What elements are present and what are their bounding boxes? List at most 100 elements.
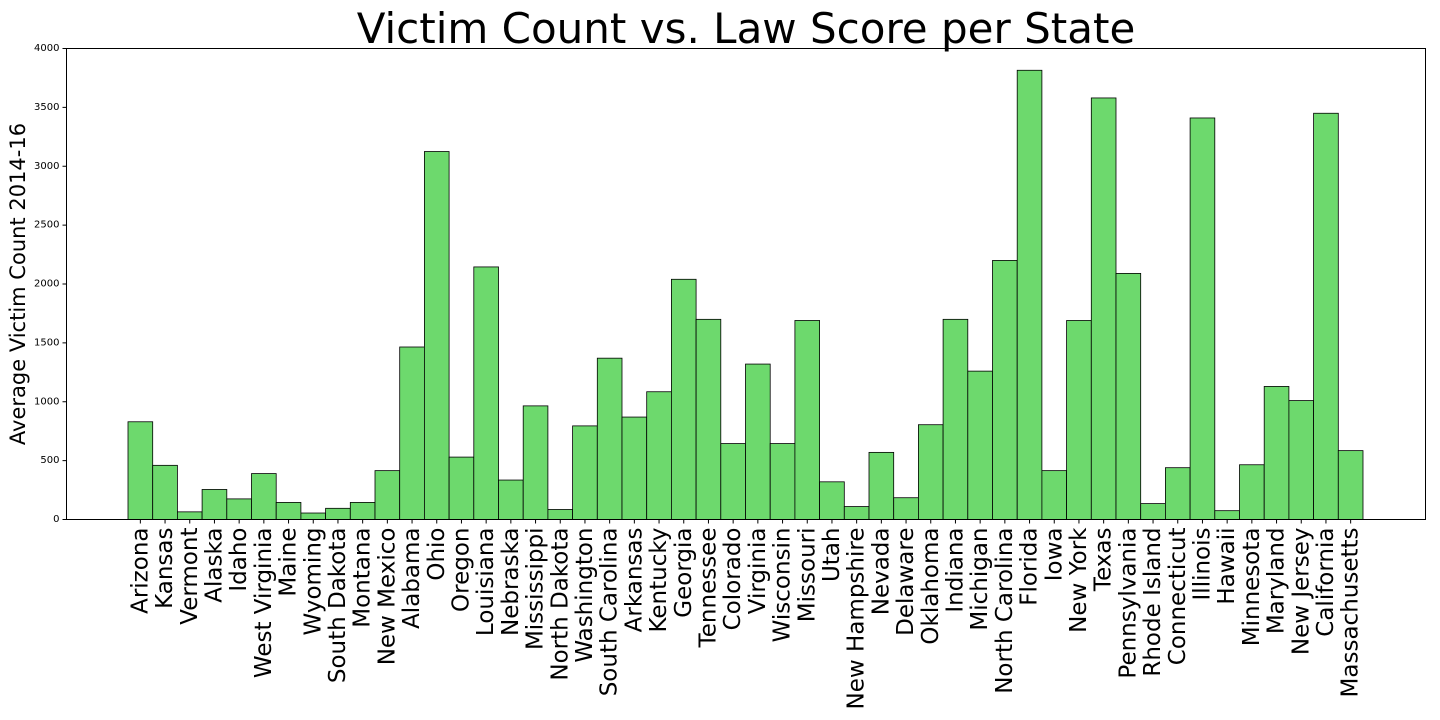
bar-indiana <box>942 318 969 520</box>
bar-maine <box>275 502 302 520</box>
x-tick-label: Utah <box>819 528 845 583</box>
y-tick-label: 3500 <box>34 102 59 113</box>
bar-oklahoma <box>918 424 944 520</box>
bar-massachusetts <box>1337 450 1364 520</box>
y-tick-label: 500 <box>40 455 59 466</box>
bar-new-mexico <box>374 470 401 520</box>
x-tick-label: Delaware <box>893 528 919 636</box>
x-tick-label: Georgia <box>671 528 697 618</box>
x-tick-label: Mississippi <box>523 528 549 651</box>
x-tick-label: Florida <box>1017 528 1043 606</box>
bar-south-carolina <box>596 357 623 520</box>
x-tick-label: New Mexico <box>374 528 400 666</box>
bar-delaware <box>893 497 919 520</box>
bar-michigan <box>967 370 993 520</box>
bar-georgia <box>671 278 697 520</box>
bar-california <box>1313 112 1339 520</box>
x-tick-label: Virginia <box>745 528 771 615</box>
x-tick-label: Texas <box>1091 528 1117 593</box>
x-tick-label: Tennessee <box>695 528 721 649</box>
chart-title: Victim Count vs. Law Score per State <box>357 4 1136 53</box>
x-tick-label: Rhode Island <box>1140 528 1166 677</box>
bar-rhode-island <box>1140 503 1166 520</box>
bar-wyoming <box>300 512 326 520</box>
bar-mississippi <box>522 405 549 520</box>
x-tick-label: South Dakota <box>325 528 351 684</box>
bar-tennessee <box>695 318 722 520</box>
bar-alaska <box>201 489 228 520</box>
bar-kentucky <box>646 391 672 520</box>
y-axis: 0 500 1000 1500 2000 2500 3000 3500 4000 <box>34 43 67 525</box>
x-tick-label: Minnesota <box>1239 528 1265 647</box>
x-tick-label: Idaho <box>226 528 252 592</box>
y-tick-label: 4000 <box>34 43 59 54</box>
bar-utah <box>819 481 845 520</box>
bar-florida <box>1016 69 1043 520</box>
x-tick-label: Vermont <box>177 528 203 625</box>
bar-vermont <box>176 511 203 520</box>
x-tick-label: Wyoming <box>300 528 326 636</box>
bar-north-dakota <box>547 509 574 520</box>
x-tick-label: North Carolina <box>992 528 1018 694</box>
plot-frame <box>66 48 1426 520</box>
bar-oregon <box>448 456 475 520</box>
bar-illinois <box>1189 117 1216 520</box>
x-tick-label: North Dakota <box>547 528 573 681</box>
y-tick-label: 1000 <box>34 396 59 407</box>
y-tick-label: 2500 <box>34 220 59 231</box>
x-tick-label: Nevada <box>868 528 894 616</box>
x-tick-label: New York <box>1066 527 1092 633</box>
bar-minnesota <box>1239 464 1265 520</box>
bar-south-dakota <box>325 507 351 520</box>
bar-wisconsin <box>769 443 796 520</box>
bar-missouri <box>794 320 821 520</box>
x-tick-label: Indiana <box>942 528 968 613</box>
x-tick-label: Illinois <box>1189 528 1215 601</box>
x-tick-label: Arkansas <box>621 528 647 633</box>
bar-new-york <box>1066 320 1092 520</box>
x-tick-label: Maryland <box>1264 528 1290 635</box>
x-tick-label: Oregon <box>448 528 474 612</box>
bar-west-virginia <box>251 473 277 520</box>
bar-north-carolina <box>992 260 1018 520</box>
bar-iowa <box>1041 470 1068 520</box>
x-tick-label: Pennsylvania <box>1115 528 1141 679</box>
y-tick-label: 2000 <box>34 279 59 290</box>
y-tick-label: 3000 <box>34 161 59 172</box>
bar-idaho <box>226 498 252 520</box>
x-tick-label: Kentucky <box>646 528 672 633</box>
x-tick-label: Colorado <box>720 528 746 631</box>
bar-colorado <box>720 443 746 520</box>
x-tick-label: Oklahoma <box>918 528 944 645</box>
x-tick-label: West Virginia <box>251 528 277 679</box>
x-tick-label: Alaska <box>201 528 227 603</box>
bar-nevada <box>868 451 895 520</box>
x-tick-label: California <box>1313 528 1339 637</box>
bar-connecticut <box>1165 467 1191 520</box>
bar-louisiana <box>473 266 499 520</box>
x-tick-label: Louisiana <box>473 528 499 637</box>
x-tick-label: Connecticut <box>1165 528 1191 666</box>
x-tick-label: Iowa <box>1041 528 1067 582</box>
bar-new-jersey <box>1288 400 1315 520</box>
x-tick-label: Alabama <box>399 528 425 629</box>
y-tick-label: 1500 <box>34 337 59 348</box>
x-tick-label: Wisconsin <box>770 528 796 643</box>
bar-ohio <box>423 151 450 520</box>
bar-washington <box>572 425 598 520</box>
x-tick-label: Hawaii <box>1214 528 1240 605</box>
x-tick-label: Nebraska <box>498 528 524 637</box>
bar-maryland <box>1263 386 1290 520</box>
bar-arizona <box>127 421 154 520</box>
x-tick-label: Maine <box>276 528 302 597</box>
bar-nebraska <box>498 479 524 520</box>
x-tick-label: Massachusetts <box>1338 528 1364 698</box>
x-tick-label: Ohio <box>424 528 450 581</box>
bar-kansas <box>152 464 178 520</box>
y-tick-label: 0 <box>53 514 59 525</box>
x-tick-label: Washington <box>572 528 598 663</box>
bar-montana <box>349 502 376 520</box>
bars-group <box>127 69 1364 520</box>
